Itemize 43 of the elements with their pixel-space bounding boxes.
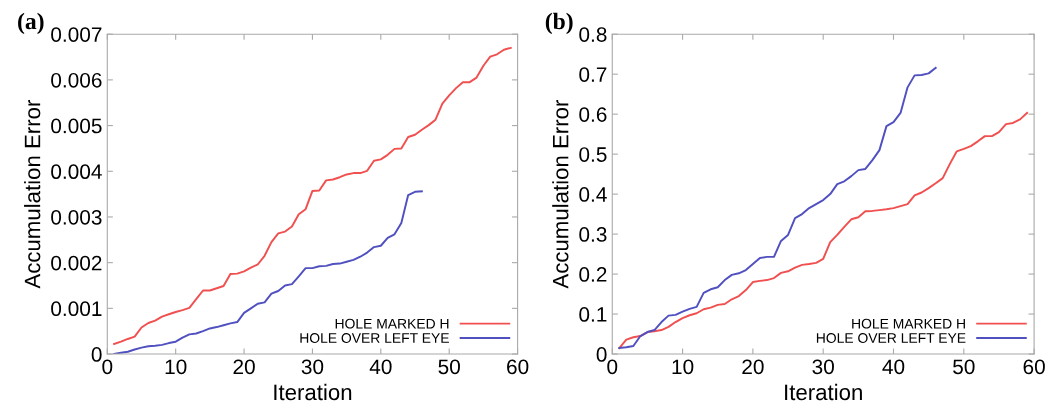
x-tick-label: 30 <box>812 359 834 375</box>
y-tick-label: 0.004 <box>51 164 102 180</box>
x-tick-label: 10 <box>672 359 694 375</box>
legend-label: HOLE MARKED H <box>335 318 449 329</box>
chart-title: (b) <box>545 12 573 35</box>
x-tick-label: 50 <box>953 359 975 375</box>
x-tick-label: 60 <box>507 359 529 375</box>
x-tick-label: 0 <box>102 359 113 375</box>
y-tick-label: 0.002 <box>51 255 102 271</box>
y-tick-label: 0.8 <box>579 27 607 42</box>
x-axis-title: Iteration <box>274 383 352 401</box>
y-tick-label: 0.005 <box>51 118 102 134</box>
y-tick-label: 0 <box>596 347 607 362</box>
y-tick-label: 0.6 <box>579 107 607 122</box>
legend-label: HOLE MARKED H <box>852 318 965 329</box>
x-tick-label: 10 <box>165 359 187 375</box>
y-tick-label: 0.1 <box>579 307 607 322</box>
y-tick-label: 0.007 <box>51 27 102 42</box>
x-tick-label: 0 <box>607 359 618 375</box>
line-series <box>618 111 1029 350</box>
y-axis-title: Accumulation Error <box>24 100 41 289</box>
x-tick-label: 20 <box>742 359 764 375</box>
x-tick-label: 30 <box>301 359 324 375</box>
legend-label: HOLE OVER LEFT EYE <box>816 333 966 343</box>
y-tick-label: 0.001 <box>51 301 102 317</box>
y-tick-label: 0.006 <box>51 72 102 88</box>
y-tick-label: 0.3 <box>579 227 607 242</box>
x-tick-label: 40 <box>882 359 905 375</box>
y-tick-label: 0.7 <box>579 67 607 82</box>
y-tick-label: 0.003 <box>51 209 102 225</box>
y-axis-title: Accumulation Error <box>552 100 569 289</box>
x-tick-label: 20 <box>233 359 255 375</box>
legend-label: HOLE OVER LEFT EYE <box>300 333 449 343</box>
x-tick-label: 40 <box>369 359 392 375</box>
y-tick-label: 0 <box>91 347 102 362</box>
line-series <box>113 46 512 345</box>
x-tick-label: 50 <box>438 359 460 375</box>
x-tick-label: 60 <box>1023 359 1045 375</box>
chart-title: (a) <box>18 12 44 35</box>
y-tick-label: 0.2 <box>579 267 607 282</box>
y-tick-label: 0.5 <box>579 147 607 162</box>
x-axis-title: Iteration <box>785 383 862 401</box>
y-tick-label: 0.4 <box>579 187 607 202</box>
